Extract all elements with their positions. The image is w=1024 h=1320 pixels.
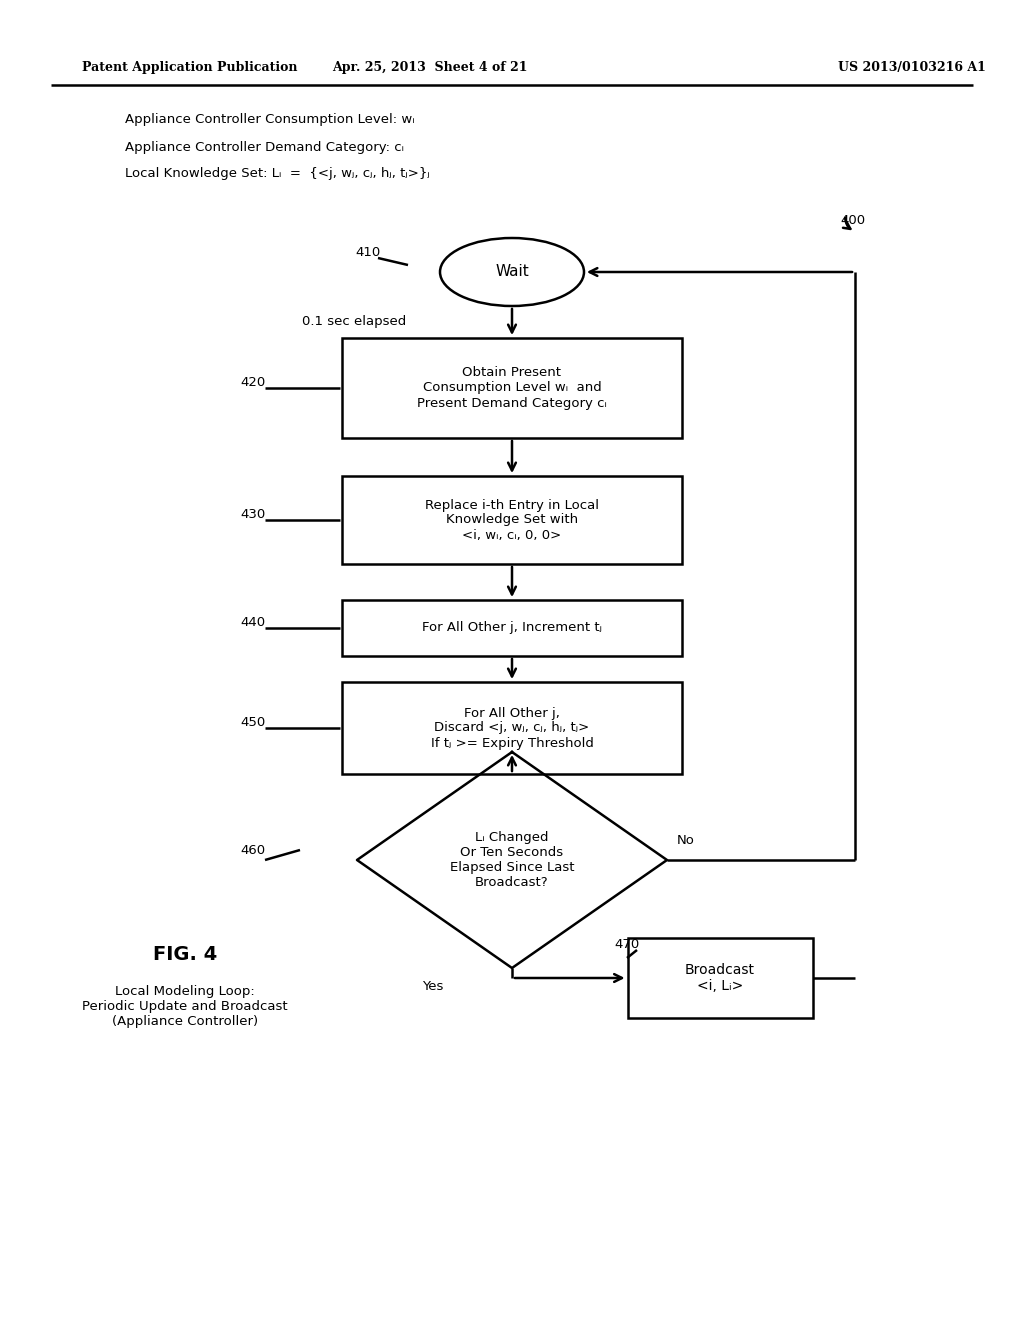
Text: Local Knowledge Set: Lᵢ  =  {<j, wⱼ, cⱼ, hⱼ, tⱼ>}ⱼ: Local Knowledge Set: Lᵢ = {<j, wⱼ, cⱼ, h… xyxy=(125,168,430,181)
Text: 440: 440 xyxy=(240,616,265,630)
Text: Wait: Wait xyxy=(496,264,528,280)
Text: 400: 400 xyxy=(840,214,865,227)
Text: 410: 410 xyxy=(355,247,380,260)
Bar xyxy=(342,601,682,656)
Text: Appliance Controller Demand Category: cᵢ: Appliance Controller Demand Category: cᵢ xyxy=(125,140,404,153)
Text: 420: 420 xyxy=(240,376,265,389)
Text: 0.1 sec elapsed: 0.1 sec elapsed xyxy=(302,315,407,329)
Text: 430: 430 xyxy=(240,508,265,521)
Text: Appliance Controller Consumption Level: wᵢ: Appliance Controller Consumption Level: … xyxy=(125,114,415,127)
Bar xyxy=(628,939,812,1018)
Text: 450: 450 xyxy=(240,717,265,730)
Bar xyxy=(342,682,682,774)
Text: FIG. 4: FIG. 4 xyxy=(153,945,217,965)
Text: Apr. 25, 2013  Sheet 4 of 21: Apr. 25, 2013 Sheet 4 of 21 xyxy=(332,62,527,74)
Text: Replace i-th Entry in Local
Knowledge Set with
<i, wᵢ, cᵢ, 0, 0>: Replace i-th Entry in Local Knowledge Se… xyxy=(425,499,599,541)
Text: For All Other j,
Discard <j, wⱼ, cⱼ, hⱼ, tⱼ>
If tⱼ >= Expiry Threshold: For All Other j, Discard <j, wⱼ, cⱼ, hⱼ,… xyxy=(430,706,594,750)
Text: Yes: Yes xyxy=(422,979,443,993)
Bar xyxy=(342,338,682,438)
Text: Lᵢ Changed
Or Ten Seconds
Elapsed Since Last
Broadcast?: Lᵢ Changed Or Ten Seconds Elapsed Since … xyxy=(450,832,574,888)
Text: 460: 460 xyxy=(240,843,265,857)
Text: 470: 470 xyxy=(614,939,639,952)
Text: US 2013/0103216 A1: US 2013/0103216 A1 xyxy=(838,62,986,74)
Text: Patent Application Publication: Patent Application Publication xyxy=(82,62,298,74)
Text: Obtain Present
Consumption Level wᵢ  and
Present Demand Category cᵢ: Obtain Present Consumption Level wᵢ and … xyxy=(417,367,607,409)
Ellipse shape xyxy=(440,238,584,306)
Text: No: No xyxy=(677,833,695,846)
Text: Local Modeling Loop:
Periodic Update and Broadcast
(Appliance Controller): Local Modeling Loop: Periodic Update and… xyxy=(82,985,288,1028)
Polygon shape xyxy=(357,752,667,968)
Bar xyxy=(342,477,682,564)
Text: Broadcast
<i, Lᵢ>: Broadcast <i, Lᵢ> xyxy=(685,962,755,993)
Text: For All Other j, Increment tⱼ: For All Other j, Increment tⱼ xyxy=(422,622,602,635)
